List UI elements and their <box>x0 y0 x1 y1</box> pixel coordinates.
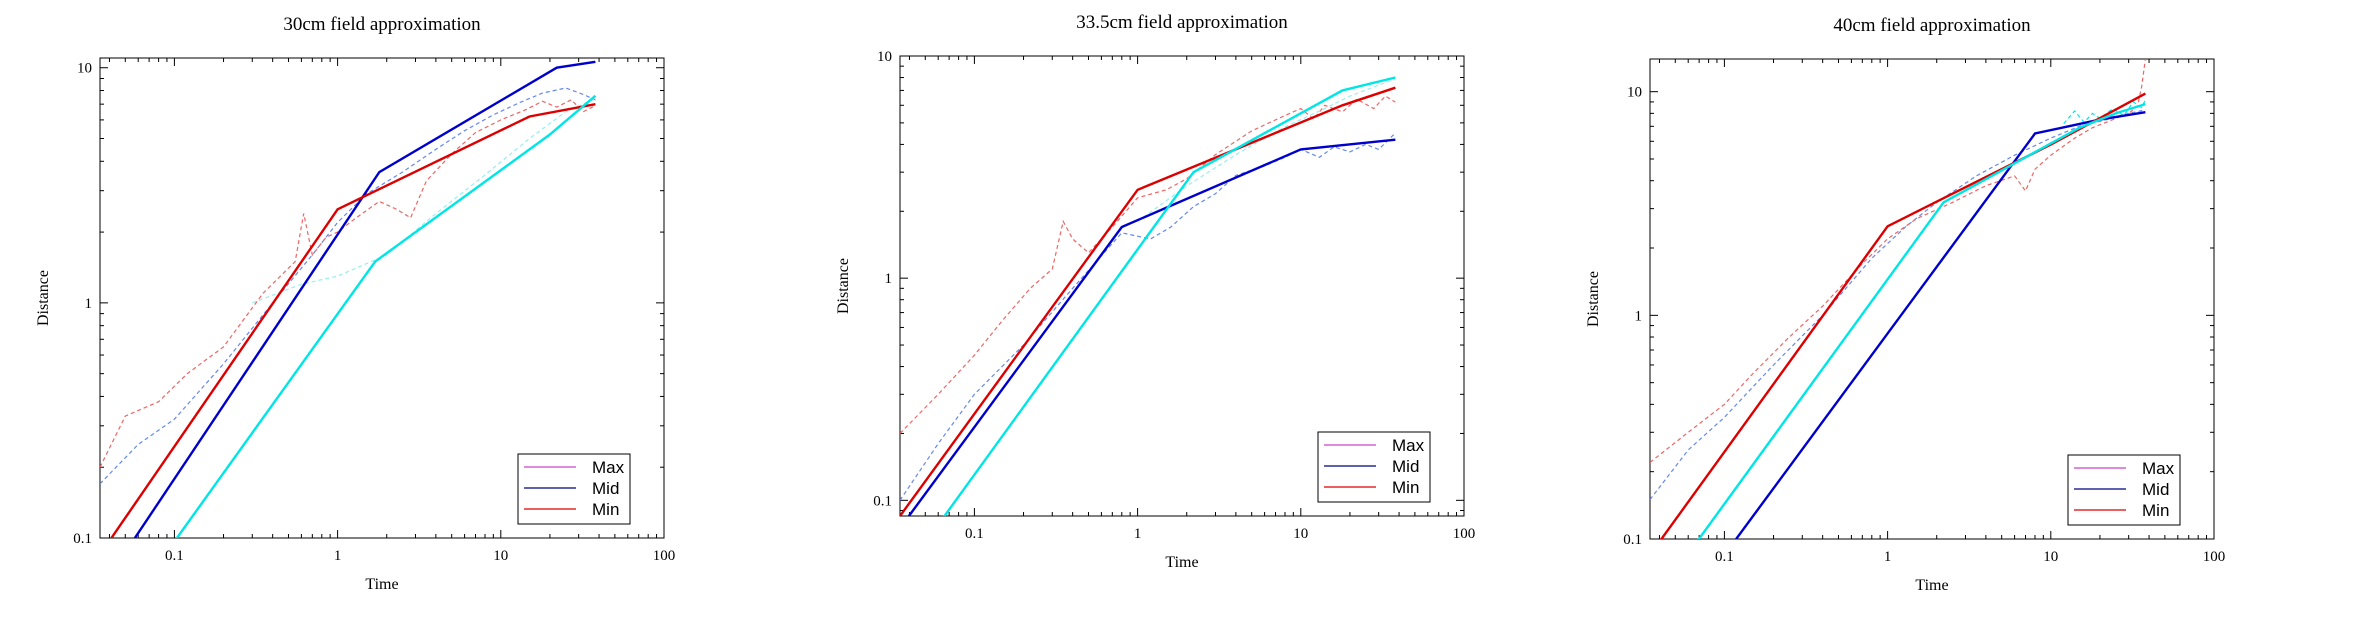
series-line-fit <box>907 138 1396 516</box>
legend-label: Max <box>2142 459 2175 478</box>
series-line-measured <box>900 95 1396 434</box>
series-line-measured <box>1650 59 2146 463</box>
series-line-fit <box>1697 102 2146 539</box>
y-axis-label: Distance <box>835 258 852 314</box>
y-tick-label: 0.1 <box>1623 532 1642 548</box>
legend-label: Max <box>592 458 625 477</box>
x-axis-label: Time <box>1165 554 1198 571</box>
y-tick-label: 10 <box>77 61 92 77</box>
legend-box <box>517 453 631 525</box>
legend-label: Mid <box>1392 457 1419 476</box>
legend-box <box>1317 431 1431 503</box>
series-line-measured <box>1137 78 1396 222</box>
chart-panel-33-5cm: 33.5cm field approximation Time Distance… <box>835 12 1476 571</box>
series-line-measured <box>100 87 596 485</box>
legend-label: Min <box>1392 478 1419 497</box>
x-tick-label: 1 <box>334 548 342 564</box>
legend-label: Mid <box>592 479 619 498</box>
x-tick-label: 100 <box>1453 526 1476 542</box>
plot-frame <box>899 55 1465 517</box>
chart-title: 40cm field approximation <box>1833 15 2031 36</box>
series-line-measured <box>100 99 596 468</box>
y-tick-label: 10 <box>1627 85 1642 101</box>
series-line-measured <box>2063 99 2146 124</box>
series-line-fit <box>942 76 1396 516</box>
plot-frame <box>1649 58 2215 540</box>
y-tick-label: 1 <box>1635 308 1643 324</box>
x-tick-label: 1 <box>1884 549 1892 565</box>
x-tick-label: 0.1 <box>965 526 984 542</box>
legend-label: Mid <box>2142 480 2169 499</box>
x-tick-label: 100 <box>2203 549 2226 565</box>
chart-title: 30cm field approximation <box>283 14 481 35</box>
chart-panel-40cm: 40cm field approximation Time Distance 0… <box>1585 15 2226 594</box>
legend-label: Max <box>1392 436 1425 455</box>
y-axis-label: Distance <box>35 270 52 326</box>
chart-title: 33.5cm field approximation <box>1076 12 1288 33</box>
series-line-fit <box>1734 111 2146 539</box>
series-line-fit <box>109 103 596 538</box>
legend-label: Min <box>2142 501 2169 520</box>
y-tick-label: 1 <box>885 271 893 287</box>
x-tick-label: 10 <box>2043 549 2058 565</box>
x-tick-label: 0.1 <box>165 548 184 564</box>
series-line-measured <box>1650 109 2146 500</box>
y-tick-label: 0.1 <box>873 493 892 509</box>
y-tick-label: 0.1 <box>73 531 92 547</box>
series-line-measured <box>252 97 596 304</box>
chart-panel-30cm: 30cm field approximation Time Distance 0… <box>35 14 676 593</box>
x-axis-label: Time <box>365 576 398 593</box>
y-tick-label: 1 <box>85 296 93 312</box>
x-tick-label: 1 <box>1134 526 1142 542</box>
plot-frame <box>99 57 665 539</box>
legend-box <box>2067 454 2181 526</box>
legend-label: Min <box>592 500 619 519</box>
x-tick-label: 10 <box>493 548 508 564</box>
y-tick-label: 10 <box>877 49 892 65</box>
x-tick-label: 0.1 <box>1715 549 1734 565</box>
y-axis-label: Distance <box>1585 271 1602 327</box>
x-tick-label: 10 <box>1293 526 1308 542</box>
series-line-fit <box>175 94 597 538</box>
x-axis-label: Time <box>1915 577 1948 594</box>
x-tick-label: 100 <box>653 548 676 564</box>
series-line-fit <box>133 60 596 538</box>
